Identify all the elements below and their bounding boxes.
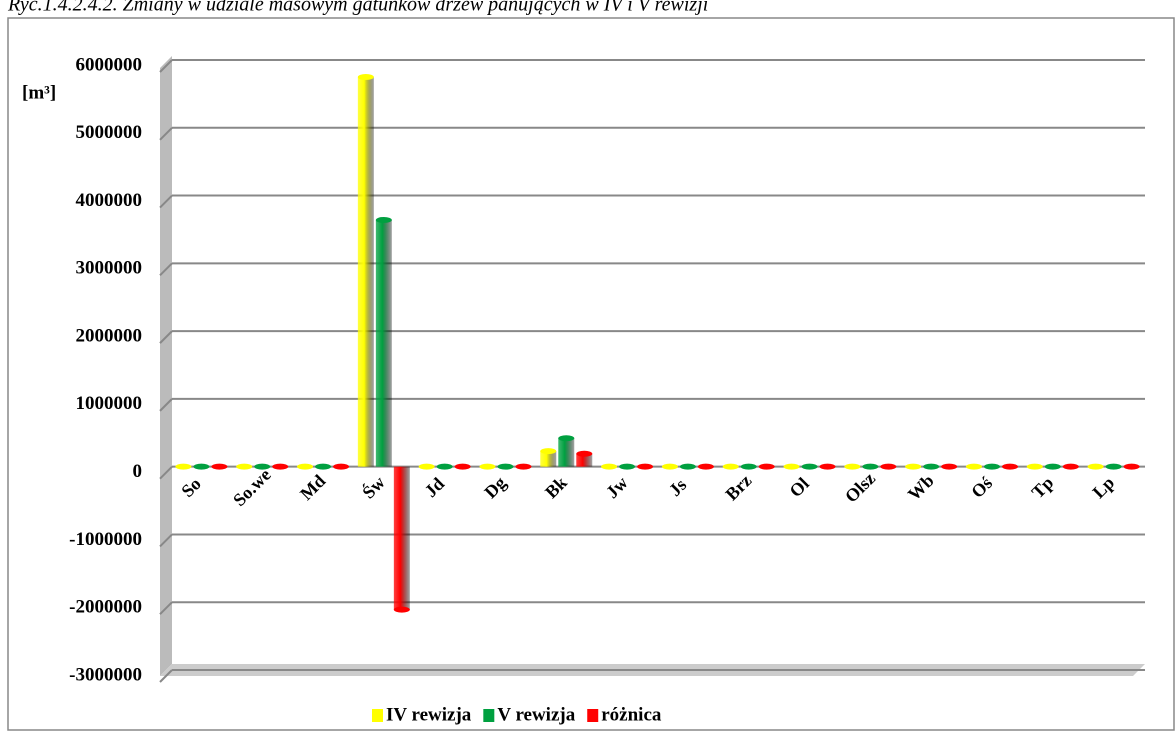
bar-cap (722, 463, 739, 470)
legend-label: V rewizja (497, 704, 575, 725)
bar-cap (540, 448, 557, 455)
bar (576, 453, 593, 467)
bar-cap (375, 216, 392, 223)
grid-line-side (159, 669, 173, 683)
bar-cap (1105, 463, 1122, 470)
grid-line-side (159, 127, 173, 141)
y-tick-label: 2000000 (76, 325, 143, 346)
bar-cap (454, 463, 471, 470)
grid-line-side (159, 194, 173, 209)
y-tick-label: -1000000 (69, 529, 142, 550)
bar-cap (983, 463, 1000, 470)
bar-cap (236, 463, 253, 470)
grid-line-side (159, 465, 173, 480)
bar-cap (801, 463, 818, 470)
bar-cap (479, 463, 496, 470)
bar-cap (862, 463, 879, 470)
chart-frame (7, 17, 1175, 731)
bar-cap (515, 463, 532, 470)
bar-cap (965, 463, 982, 470)
bar-cap (923, 463, 940, 470)
bar-cap (758, 463, 775, 470)
bar-cap (576, 450, 593, 457)
legend-swatch (587, 709, 599, 722)
y-tick-label: -3000000 (69, 664, 142, 685)
bar-cap (661, 463, 678, 470)
bar-cap (637, 463, 654, 470)
grid-line-side (159, 533, 173, 548)
bar-cap (819, 463, 836, 470)
y-tick-label: 0 (133, 461, 143, 482)
bar-cap (558, 435, 575, 442)
bar-cap (601, 463, 618, 470)
grid-line-side (159, 398, 173, 412)
bar-cap (436, 463, 453, 470)
bar-cap (497, 463, 514, 470)
chart-title: Ryc.1.4.2.4.2. Zmiany w udziale masowym … (7, 0, 708, 16)
bar-cap (1001, 463, 1018, 470)
y-tick-label: -2000000 (69, 597, 142, 618)
bar (558, 438, 575, 467)
bar-cap (297, 463, 314, 470)
bar-cap (1062, 463, 1079, 470)
bar-cap (880, 463, 897, 470)
bar-cap (193, 463, 210, 470)
bar-cap (315, 463, 332, 470)
grid-line-side (159, 262, 173, 277)
bar-cap (254, 463, 271, 470)
bar-cap (783, 463, 800, 470)
grid-line-side (159, 330, 173, 344)
legend-swatch (483, 709, 495, 722)
bar-cap (941, 463, 958, 470)
y-tick-label: 3000000 (76, 258, 143, 279)
bar-cap (679, 463, 696, 470)
bar (393, 466, 410, 610)
bar-cap (1026, 463, 1043, 470)
bar-cap (1087, 463, 1104, 470)
side-wall (160, 56, 172, 676)
grid-line-side (159, 601, 173, 615)
bar-cap (175, 463, 192, 470)
y-tick-label: 1000000 (76, 393, 143, 414)
bar-cap (697, 463, 714, 470)
legend-label: różnica (601, 704, 662, 725)
legend-label: IV rewizja (386, 704, 472, 725)
y-tick-label: 5000000 (76, 122, 143, 143)
bar-cap (333, 463, 350, 470)
grid-line-side (159, 59, 173, 73)
y-tick-label: 4000000 (76, 190, 143, 211)
bar-cap (418, 463, 435, 470)
y-axis-label: [m³] (22, 82, 56, 103)
bar (357, 76, 374, 467)
bar-cap (357, 73, 374, 80)
bar (540, 451, 557, 467)
bar-cap (211, 463, 228, 470)
bar-cap (905, 463, 922, 470)
bar-cap (619, 463, 636, 470)
bar-cap (740, 463, 757, 470)
bar-cap (393, 606, 410, 613)
bar-cap (1044, 463, 1061, 470)
bar (375, 219, 392, 467)
bar-cap (272, 463, 289, 470)
legend-swatch (372, 709, 383, 722)
bar-cap (844, 463, 861, 470)
bar-cap (1123, 463, 1140, 470)
y-tick-label: 6000000 (76, 54, 143, 75)
